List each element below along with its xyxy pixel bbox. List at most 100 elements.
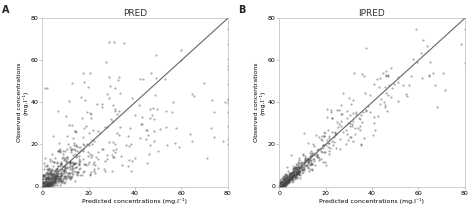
Point bbox=[329, 143, 337, 146]
Point bbox=[56, 176, 64, 180]
Point bbox=[300, 161, 308, 165]
Point bbox=[319, 138, 326, 141]
Title: PRED: PRED bbox=[123, 9, 147, 18]
Point bbox=[311, 164, 319, 167]
Point bbox=[281, 180, 288, 183]
Point bbox=[295, 171, 303, 174]
Point bbox=[43, 185, 51, 188]
Point bbox=[284, 169, 292, 172]
Point bbox=[59, 179, 66, 182]
Point bbox=[68, 169, 75, 172]
Point bbox=[291, 165, 299, 169]
Point bbox=[44, 180, 51, 183]
Point bbox=[296, 156, 303, 160]
Point bbox=[461, 27, 468, 31]
Point bbox=[38, 180, 46, 184]
Point bbox=[47, 184, 55, 187]
Point bbox=[281, 174, 288, 178]
Point bbox=[300, 154, 307, 157]
Point bbox=[278, 182, 286, 186]
Point bbox=[346, 97, 353, 100]
Point bbox=[121, 41, 128, 45]
Point bbox=[310, 152, 318, 155]
Point bbox=[38, 184, 46, 188]
Point bbox=[371, 121, 378, 125]
Point bbox=[281, 180, 289, 183]
Point bbox=[298, 168, 306, 171]
Point bbox=[283, 180, 291, 183]
Point bbox=[276, 182, 284, 185]
Point bbox=[277, 177, 284, 181]
Point bbox=[277, 185, 284, 188]
Point bbox=[288, 181, 295, 184]
Point bbox=[38, 183, 46, 186]
Point bbox=[280, 180, 287, 184]
Point bbox=[283, 179, 291, 182]
Point bbox=[277, 184, 285, 187]
Point bbox=[283, 173, 291, 177]
Point bbox=[61, 168, 68, 172]
Point bbox=[304, 167, 311, 170]
Point bbox=[55, 175, 63, 178]
Point bbox=[38, 185, 46, 188]
Point bbox=[282, 179, 290, 182]
Point bbox=[43, 184, 51, 187]
Point bbox=[439, 71, 447, 74]
Point bbox=[201, 81, 208, 85]
Point bbox=[403, 95, 410, 98]
Point bbox=[300, 131, 308, 135]
Point bbox=[286, 177, 294, 180]
Point bbox=[103, 125, 111, 129]
Point bbox=[287, 171, 294, 174]
Point bbox=[172, 126, 180, 130]
Point bbox=[282, 180, 290, 183]
Point bbox=[281, 179, 288, 182]
Point bbox=[293, 168, 301, 171]
Point bbox=[287, 172, 295, 176]
Point bbox=[45, 184, 53, 187]
Point bbox=[112, 109, 119, 112]
Point bbox=[377, 97, 384, 100]
Point bbox=[277, 184, 284, 187]
Point bbox=[90, 167, 98, 170]
Point bbox=[283, 177, 291, 180]
Point bbox=[49, 180, 56, 183]
Point bbox=[286, 178, 293, 182]
Point bbox=[366, 111, 374, 114]
Point bbox=[40, 185, 47, 188]
Point bbox=[44, 181, 52, 185]
Point bbox=[275, 185, 283, 188]
Point bbox=[71, 141, 78, 145]
Point bbox=[58, 160, 65, 164]
Point bbox=[109, 155, 117, 159]
Point bbox=[38, 183, 46, 186]
Point bbox=[275, 185, 283, 188]
Point bbox=[295, 165, 303, 168]
Point bbox=[382, 92, 390, 95]
Point bbox=[52, 175, 59, 178]
Point bbox=[69, 154, 76, 157]
Point bbox=[278, 184, 285, 188]
Point bbox=[38, 182, 46, 186]
Point bbox=[55, 177, 63, 180]
Point bbox=[278, 181, 285, 185]
Point bbox=[313, 155, 321, 159]
Point bbox=[284, 178, 292, 181]
Point bbox=[49, 177, 56, 181]
Point bbox=[292, 175, 299, 179]
Point bbox=[287, 171, 295, 175]
Point bbox=[56, 141, 64, 145]
Point bbox=[286, 176, 294, 179]
Point bbox=[325, 134, 333, 138]
Point bbox=[278, 182, 286, 186]
Point bbox=[41, 180, 49, 183]
Point bbox=[50, 174, 57, 177]
Point bbox=[293, 171, 301, 174]
Point bbox=[43, 182, 50, 185]
Point bbox=[38, 183, 46, 186]
Point bbox=[279, 182, 286, 186]
Point bbox=[275, 184, 283, 187]
Point bbox=[43, 168, 51, 171]
Point bbox=[324, 115, 331, 118]
Point bbox=[286, 173, 293, 177]
